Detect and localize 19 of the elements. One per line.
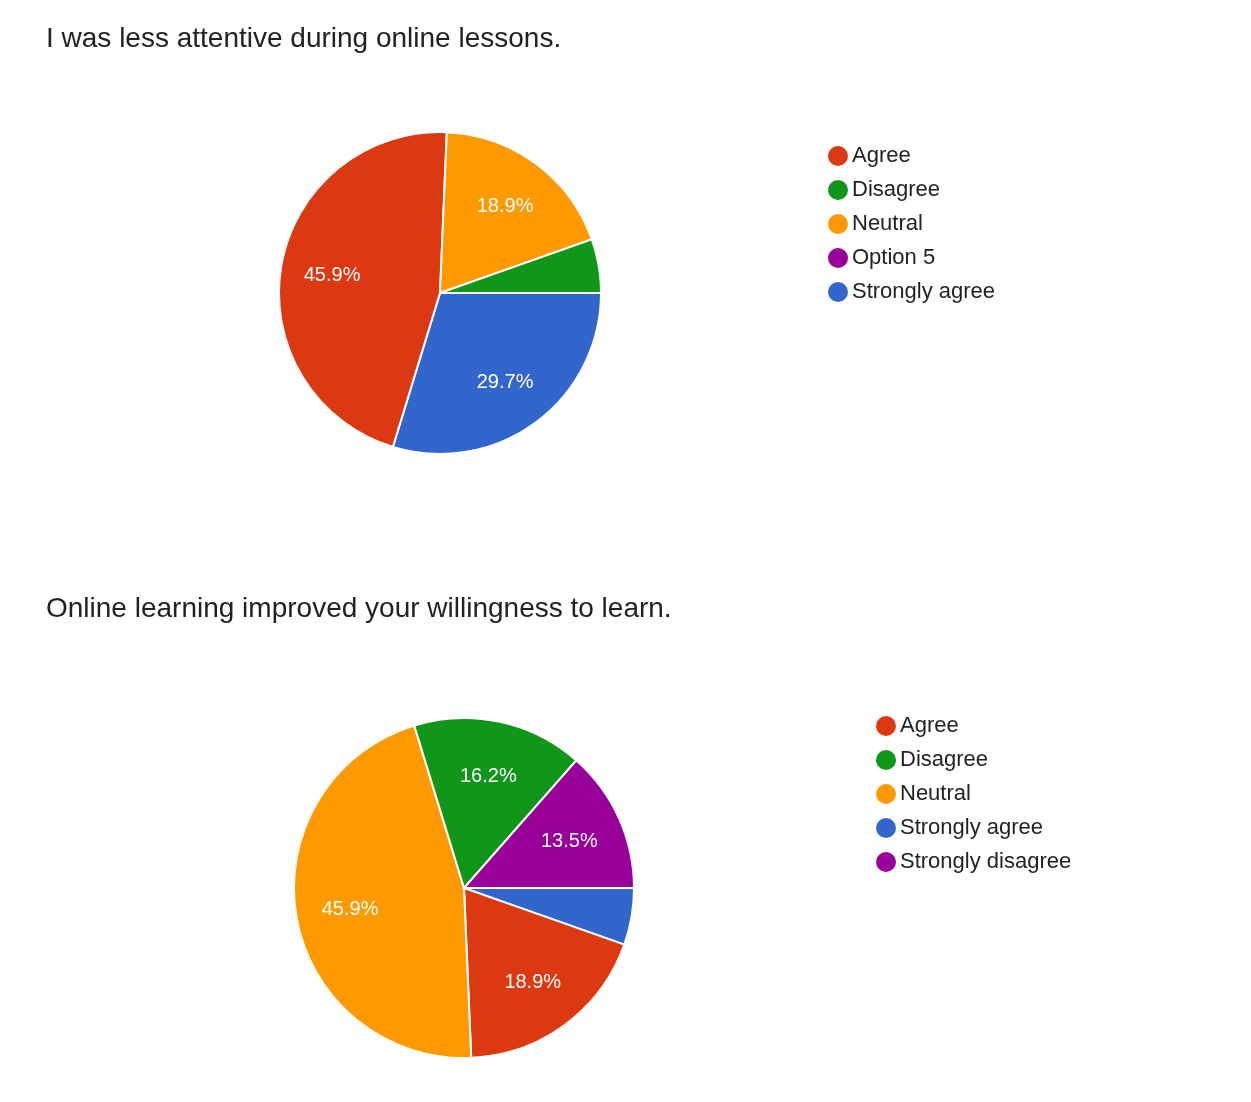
chart-title: Online learning improved your willingness to learn.	[46, 592, 672, 624]
legend-label: Strongly disagree	[900, 848, 1072, 873]
legend-label: Strongly agree	[852, 278, 996, 303]
legend-label: Option 5	[852, 244, 936, 269]
data-label: 45.9%	[321, 896, 379, 919]
legend-label: Agree	[852, 142, 911, 167]
data-label: 16.2%	[460, 763, 517, 786]
data-label: 45.9%	[303, 263, 361, 286]
legend-label: Neutral	[900, 780, 971, 805]
legend-label: Disagree	[900, 746, 989, 771]
data-label: 18.9%	[504, 969, 562, 992]
legend-label: Disagree	[852, 176, 941, 201]
legend-label: Agree	[900, 712, 959, 737]
legend-label: Neutral	[852, 210, 923, 235]
data-label: 29.7%	[476, 370, 534, 393]
chart-title: I was less attentive during online lessons.	[46, 22, 562, 54]
data-label: 13.5%	[540, 829, 598, 852]
legend-label: Strongly agree	[900, 814, 1044, 839]
data-label: 18.9%	[476, 193, 534, 216]
